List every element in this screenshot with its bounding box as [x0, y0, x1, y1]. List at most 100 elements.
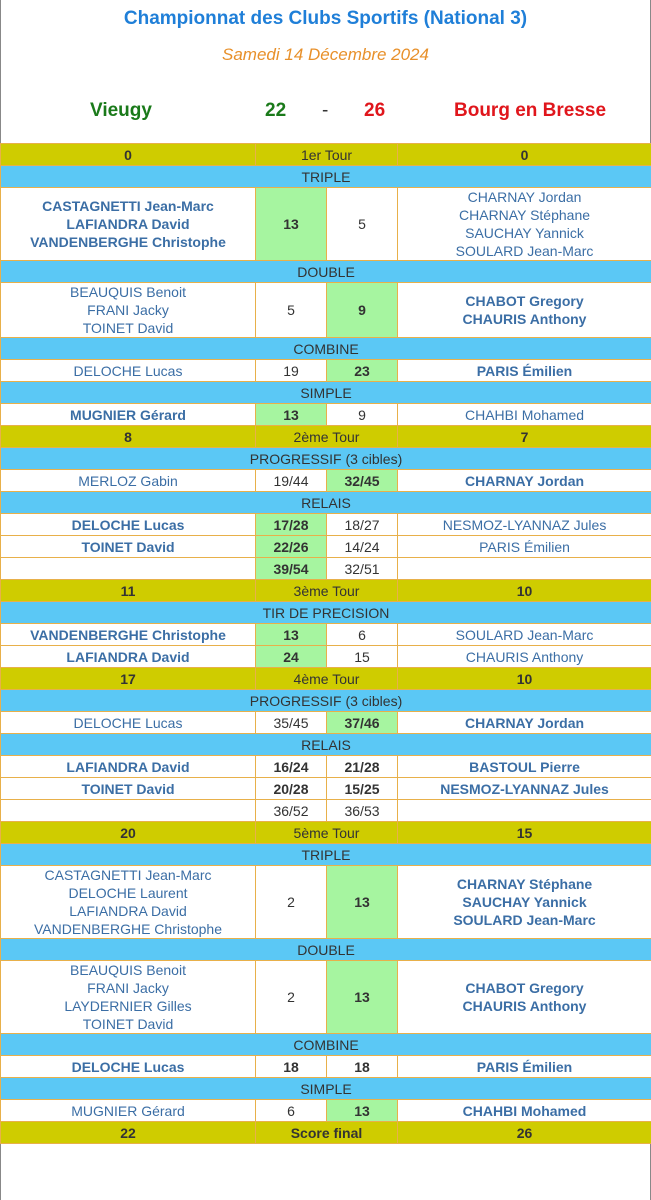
player-name: CHABOT Gregory: [465, 293, 584, 309]
score-separator: -: [322, 100, 329, 121]
home-players: VANDENBERGHE Christophe: [0, 623, 256, 646]
home-players: [0, 799, 256, 822]
event-header-row: RELAIS: [0, 491, 651, 514]
player-name: LAFIANDRA David: [66, 216, 190, 232]
home-players: LAFIANDRA David: [0, 755, 256, 778]
away-players: CHAHBI Mohamed: [397, 403, 651, 426]
away-players: SOULARD Jean-Marc: [397, 623, 651, 646]
player-name: DELOCHE Lucas: [73, 362, 183, 379]
away-round-points: 10: [397, 667, 651, 690]
event-label: PROGRESSIF (3 cibles): [0, 689, 651, 712]
home-score: 5: [255, 282, 327, 338]
round-row: 0 1er Tour 0: [0, 143, 651, 166]
player-name: LAYDERNIER Gilles: [64, 998, 192, 1014]
away-round-points: 15: [397, 821, 651, 844]
event-label: SIMPLE: [0, 1077, 651, 1100]
round-label: 1er Tour: [254, 143, 399, 166]
away-score: 23: [325, 359, 399, 382]
event-label: TRIPLE: [0, 843, 651, 866]
home-round-points: 11: [0, 579, 256, 602]
home-round-points: 0: [0, 143, 256, 166]
page-title: Championnat des Clubs Sportifs (National…: [123, 8, 528, 29]
player-name: CHAURIS Anthony: [462, 311, 587, 327]
away-score: 15: [325, 645, 399, 668]
away-score: 5: [325, 187, 399, 261]
round-label: Score final: [254, 1121, 399, 1144]
player-name: MUGNIER Gérard: [71, 1102, 185, 1119]
away-players: [397, 557, 651, 580]
match-row: DELOCHE Lucas 17/28 18/27 NESMOZ-LYANNAZ Ju…: [0, 513, 651, 536]
home-round-points: 8: [0, 425, 256, 448]
home-score: 19/44: [255, 469, 327, 492]
home-round-points: 17: [0, 667, 256, 690]
match-row: 36/52 36/53: [0, 799, 651, 822]
home-round-points: 20: [0, 821, 256, 844]
home-team-name: Vieugy: [90, 100, 152, 121]
player-name: DELOCHE Lucas: [71, 516, 185, 533]
away-score: 15/25: [325, 777, 399, 800]
match-row: CASTAGNETTI Jean-Marc DELOCHE Laurent LAFI…: [0, 865, 651, 939]
away-score: 21/28: [325, 755, 399, 778]
player-name: SAUCHAY Yannick: [462, 894, 587, 910]
player-name: SOULARD Jean-Marc: [455, 626, 594, 643]
home-players: LAFIANDRA David: [0, 645, 256, 668]
home-players: TOINET David: [0, 535, 256, 558]
away-round-points: 26: [397, 1121, 651, 1144]
home-score: 13: [255, 403, 327, 426]
player-name: VANDENBERGHE Christophe: [30, 626, 226, 643]
home-score: 16/24: [255, 755, 327, 778]
player-name: LAFIANDRA David: [69, 903, 187, 919]
away-score: 9: [325, 403, 399, 426]
away-round-points: 7: [397, 425, 651, 448]
home-team-score: 22: [265, 100, 287, 121]
event-label: RELAIS: [0, 733, 651, 756]
away-players: NESMOZ-LYANNAZ Jules: [397, 777, 651, 800]
away-players: BASTOUL Pierre: [397, 755, 651, 778]
player-name: VANDENBERGHE Christophe: [33, 921, 223, 937]
player-name: SAUCHAY Yannick: [465, 225, 584, 241]
player-name: SOULARD Jean-Marc: [455, 243, 594, 259]
home-score: 22/26: [255, 535, 327, 558]
away-players: CHARNAY Jordan: [397, 469, 651, 492]
round-label: 4ème Tour: [254, 667, 399, 690]
home-score: 19: [255, 359, 327, 382]
player-name: CASTAGNETTI Jean-Marc: [44, 867, 212, 883]
match-row: BEAUQUIS Benoit FRANI Jacky LAYDERNIER Gil…: [0, 960, 651, 1034]
away-players: CHABOT Gregory CHAURIS Anthony: [397, 960, 651, 1034]
home-players: CASTAGNETTI Jean-Marc LAFIANDRA David VAND…: [0, 187, 256, 261]
away-score: 13: [325, 960, 399, 1034]
event-label: TRIPLE: [0, 165, 651, 188]
player-name: DELOCHE Lucas: [71, 1058, 185, 1075]
away-team-score: 26: [364, 100, 386, 121]
home-round-points: 22: [0, 1121, 256, 1144]
away-score: 32/51: [325, 557, 399, 580]
match-row: 39/54 32/51: [0, 557, 651, 580]
away-score: 6: [325, 623, 399, 646]
event-label: COMBINE: [0, 337, 651, 360]
event-header-row: COMBINE: [0, 1033, 651, 1056]
away-players: CHABOT Gregory CHAURIS Anthony: [397, 282, 651, 338]
away-score: 13: [325, 865, 399, 939]
home-players: DELOCHE Lucas: [0, 711, 256, 734]
away-players: CHAHBI Mohamed: [397, 1099, 651, 1122]
home-score: 13: [255, 187, 327, 261]
match-date: Samedi 14 Décembre 2024: [222, 45, 429, 64]
match-row: BEAUQUIS Benoit FRANI Jacky TOINET David 5 9…: [0, 282, 651, 338]
player-name: CHAURIS Anthony: [465, 648, 584, 665]
home-score: 35/45: [255, 711, 327, 734]
player-name: NESMOZ-LYANNAZ Jules: [440, 780, 609, 797]
home-players: DELOCHE Lucas: [0, 513, 256, 536]
match-row: VANDENBERGHE Christophe 13 6 SOULARD Jean-M…: [0, 623, 651, 646]
away-players: PARIS Émilien: [397, 1055, 651, 1078]
home-score: 36/52: [255, 799, 327, 822]
player-name: LAFIANDRA David: [66, 648, 190, 665]
match-row: CASTAGNETTI Jean-Marc LAFIANDRA David VAND…: [0, 187, 651, 261]
player-name: NESMOZ-LYANNAZ Jules: [442, 516, 607, 533]
home-players: MUGNIER Gérard: [0, 403, 256, 426]
player-name: CASTAGNETTI Jean-Marc: [42, 198, 214, 214]
away-players: PARIS Émilien: [397, 359, 651, 382]
player-name: CHAURIS Anthony: [462, 998, 587, 1014]
home-players: DELOCHE Lucas: [0, 359, 256, 382]
final-score-row: 22 Score final 26: [0, 1121, 651, 1144]
home-score: 18: [255, 1055, 327, 1078]
